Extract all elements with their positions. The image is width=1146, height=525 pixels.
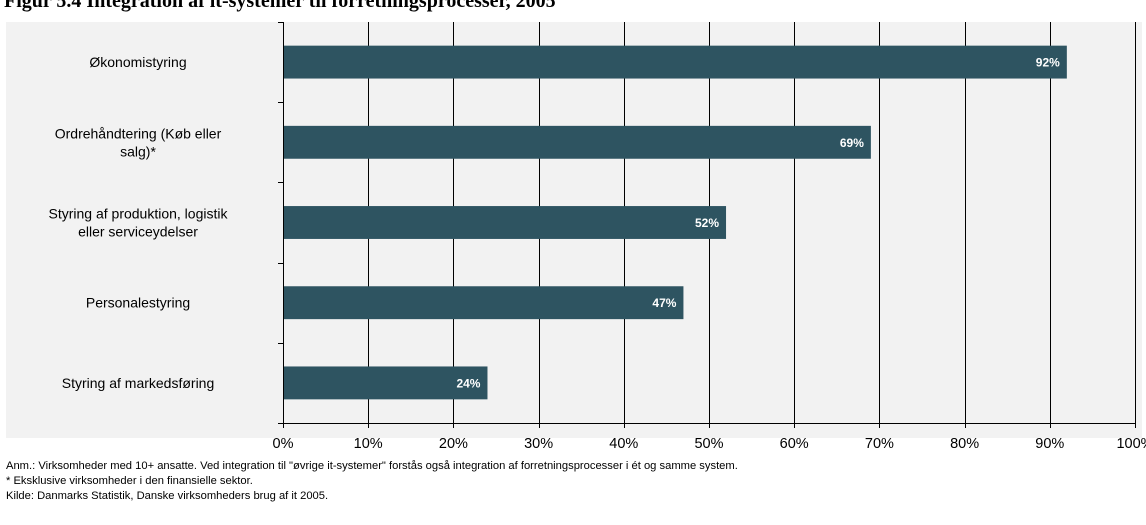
x-tick-label: 10%: [354, 436, 383, 452]
note-source: Kilde: Danmarks Statistik, Danske virkso…: [6, 490, 329, 502]
note-annotation: Anm.: Virksomheder med 10+ ansatte. Ved …: [6, 460, 738, 472]
chart-notes: Anm.: Virksomheder med 10+ ansatte. Ved …: [6, 459, 1142, 504]
x-tick-label: 80%: [950, 436, 979, 452]
note-exclusion: * Eksklusive virksomheder i den finansie…: [6, 475, 253, 487]
bar: [284, 366, 488, 400]
category-label: Styring af produktion, logistik eller ser…: [49, 206, 229, 240]
x-tick-label: 90%: [1035, 436, 1064, 452]
x-tick-label: 20%: [439, 436, 468, 452]
x-tick-label: 100%: [1116, 436, 1146, 452]
x-tick-label: 30%: [524, 436, 553, 452]
data-label: 52%: [695, 216, 719, 230]
category-label: Personalestyring: [86, 295, 190, 311]
x-tick-label: 50%: [694, 436, 723, 452]
category-label: Ordrehåndtering (Køb eller salg)*: [55, 125, 222, 159]
bar-chart: 0% 10% 20% 30% 40% 50% 60% 70% 80% 90% 100% 92% Økon…: [49, 22, 1146, 452]
bar: [284, 125, 871, 159]
category-label: Styring af markedsføring: [62, 375, 215, 391]
x-tick-label: 0%: [273, 436, 294, 452]
bar: [284, 286, 684, 320]
chart-title: Figur 5.4 Integration af it-systemer til…: [4, 0, 556, 12]
category-label: Økonomistyring: [89, 54, 186, 70]
data-label: 24%: [456, 376, 480, 390]
x-tick-label: 60%: [780, 436, 809, 452]
x-tick-label: 70%: [865, 436, 894, 452]
x-tick-label: 40%: [609, 436, 638, 452]
data-label: 69%: [840, 136, 864, 150]
data-label: 92%: [1036, 56, 1060, 70]
data-label: 47%: [652, 296, 676, 310]
bar: [284, 45, 1067, 79]
bar: [284, 206, 727, 239]
